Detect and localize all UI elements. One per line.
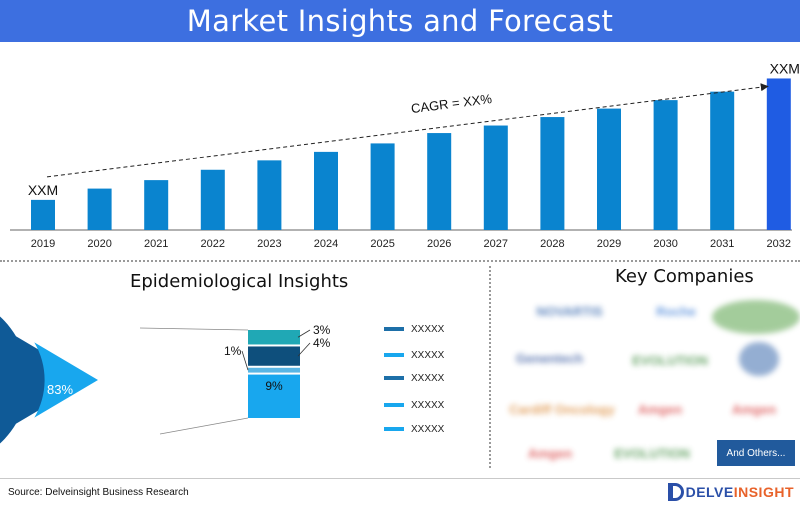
company-logo — [712, 300, 800, 334]
x-tick-label: 2032 — [767, 238, 791, 250]
breakdown-segment — [248, 330, 300, 345]
bar-2022 — [200, 169, 225, 230]
breakdown-segment — [248, 367, 300, 373]
connector-bottom — [159, 417, 249, 435]
x-tick-label: 2027 — [484, 238, 508, 250]
breakdown-label: 9% — [265, 379, 283, 393]
bar-2024 — [314, 151, 338, 230]
column-divider — [489, 266, 491, 468]
company-logo-text: Amgen — [527, 445, 573, 461]
x-tick-label: 2019 — [31, 238, 55, 250]
company-logo: EVOLUTION — [615, 349, 725, 371]
company-logo — [739, 342, 779, 376]
title-bar: Market Insights and Forecast — [0, 0, 800, 42]
x-tick-label: 2024 — [314, 238, 338, 250]
breakdown-segment — [248, 374, 300, 418]
x-tick-label: 2030 — [653, 238, 677, 250]
legend-label: XXXXX — [411, 372, 445, 384]
company-logo-text: EVOLUTION — [614, 445, 690, 461]
bar-2031 — [710, 91, 735, 230]
bar-2029 — [597, 108, 621, 230]
company-logo-text: Amgen — [731, 401, 777, 417]
x-tick-label: 2029 — [597, 238, 621, 250]
and-others-button[interactable]: And Others... — [717, 440, 795, 466]
bar-2030 — [653, 100, 678, 230]
epidemiology-title: Epidemiological Insights — [130, 271, 349, 292]
legend-item: XXXXX — [384, 348, 444, 362]
company-logo-text: Roche — [656, 303, 696, 319]
delveinsight-mark-icon — [667, 483, 684, 501]
company-logo-text: Genentech — [515, 350, 584, 366]
x-tick-label: 2021 — [144, 238, 168, 250]
legend-label: XXXXX — [411, 423, 445, 435]
company-logo: Cardiff Oncology — [502, 398, 622, 420]
first-bar-value-label: XXM — [28, 182, 58, 198]
x-tick-label: 2022 — [201, 238, 225, 250]
legend-item: XXXXX — [384, 322, 444, 336]
x-tick-label: 2020 — [87, 238, 111, 250]
bar-2023 — [257, 160, 282, 230]
connector-top — [139, 327, 249, 331]
company-logo-text: Amgen — [637, 401, 683, 417]
bar-2020 — [87, 188, 112, 230]
bar-2025 — [370, 143, 395, 230]
company-logos: NOVARTIS Roche Genentech EVOLUTION Cardiff O… — [497, 292, 800, 472]
company-logo-text: EVOLUTION — [632, 352, 708, 368]
page-title: Market Insights and Forecast — [186, 4, 614, 38]
breakdown-pointer — [297, 342, 311, 357]
company-logo: NOVARTIS — [502, 300, 637, 322]
section-divider — [0, 260, 800, 262]
legend-label: XXXXX — [411, 323, 445, 335]
cagr-trend-arrow — [46, 83, 769, 178]
bar-2028 — [540, 117, 565, 230]
breakdown-label: 1% — [224, 344, 242, 358]
legend-item: XXXXX — [384, 422, 444, 436]
company-logo: Amgen — [625, 398, 695, 420]
market-bar-chart: 2019 2020 2021 2022 2023 2024 2025 2026 2027 2028… — [10, 60, 800, 250]
company-logo-text: Cardiff Oncology — [509, 401, 615, 417]
pie-slice-label: 83% — [47, 382, 73, 397]
brand-prefix: DELVE — [685, 484, 734, 500]
company-logo: Roche — [647, 300, 705, 322]
legend-swatch — [384, 376, 404, 380]
delveinsight-logo: DELVEINSIGHT — [667, 482, 794, 502]
bar-2026 — [427, 133, 452, 230]
legend-swatch — [384, 427, 404, 431]
bar-2021 — [144, 180, 169, 230]
key-companies-title: Key Companies — [615, 266, 754, 287]
breakdown-label: 3% — [313, 323, 330, 337]
legend-item: XXXXX — [384, 371, 444, 385]
footer-divider — [0, 478, 800, 479]
x-tick-label: 2031 — [710, 238, 734, 250]
x-tick-label: 2025 — [370, 238, 394, 250]
bar-2019 — [31, 199, 55, 230]
x-tick-label: 2028 — [540, 238, 564, 250]
x-tick-label: 2023 — [257, 238, 281, 250]
breakdown-pointer — [241, 350, 249, 371]
bar-2032 — [766, 78, 791, 231]
legend-label: XXXXX — [411, 399, 445, 411]
last-bar-value-label: XXM — [770, 60, 800, 76]
company-logo: Amgen — [515, 442, 585, 464]
company-logo-text: NOVARTIS — [536, 303, 603, 319]
legend-swatch — [384, 353, 404, 357]
brand-suffix: INSIGHT — [733, 484, 794, 500]
x-tick-label: 2026 — [427, 238, 451, 250]
cagr-annotation: CAGR = XX% — [410, 91, 493, 116]
legend-label: XXXXX — [411, 349, 445, 361]
company-logo: EVOLUTION — [597, 442, 707, 464]
legend-item: XXXXX — [384, 398, 444, 412]
epidemiology-pie-chart: 83% 3%4% 1% 9% — [0, 294, 330, 466]
company-logo: Amgen — [719, 398, 789, 420]
source-text: Source: Delveinsight Business Research — [8, 487, 189, 498]
breakdown-label: 4% — [313, 336, 330, 350]
company-logo: Genentech — [502, 347, 597, 369]
legend-swatch — [384, 403, 404, 407]
breakdown-segment — [248, 346, 300, 366]
legend-swatch — [384, 327, 404, 331]
breakdown-pointer — [297, 329, 311, 338]
bar-2027 — [483, 125, 508, 230]
pie-slice-detail — [34, 342, 98, 418]
